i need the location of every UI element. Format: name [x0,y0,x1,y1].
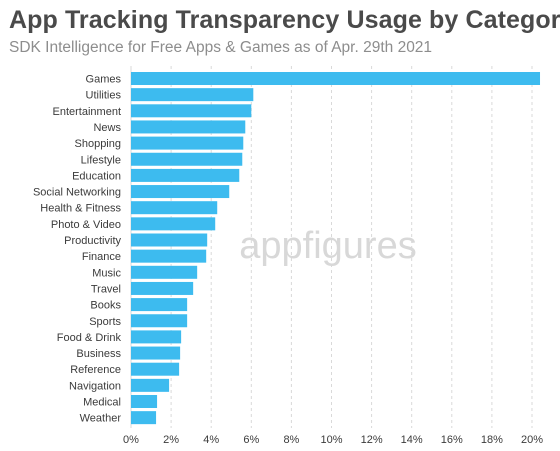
bar [131,411,157,425]
bar [131,314,188,328]
x-tick-label: 4% [203,434,219,446]
category-label: Travel [91,283,121,295]
bar [131,152,243,166]
category-label: Business [76,348,121,360]
x-axis-tick-labels: 0% 2% 4% 6% 8% 10% 12% 14% 16% 18% 20% [123,434,543,446]
x-tick-label: 2% [163,434,179,446]
bar [131,249,207,263]
x-tick-label: 10% [320,434,342,446]
x-tick-label: 16% [441,434,463,446]
bar [131,72,541,85]
bar [131,185,230,199]
bar [131,378,170,392]
watermark: appfigures [239,225,416,267]
bar [131,330,182,344]
bar [131,120,246,134]
category-label: Shopping [75,138,122,150]
x-tick-label: 20% [521,434,543,446]
category-label: Navigation [69,380,121,392]
bar [131,233,208,247]
category-label: Books [90,300,121,312]
bar [131,298,188,312]
bar [131,362,180,376]
bar [131,395,158,408]
bar [131,201,218,215]
category-label: Health & Fitness [40,203,121,215]
category-label: Productivity [64,235,121,247]
bar [131,168,240,182]
x-tick-label: 0% [123,434,139,446]
bar [131,217,216,231]
category-label: Music [92,267,121,279]
category-label: Utilities [86,90,122,102]
bar [131,281,194,295]
category-label: Food & Drink [57,332,122,344]
chart-subtitle: SDK Intelligence for Free Apps & Games a… [9,39,433,56]
x-tick-label: 12% [361,434,383,446]
category-label: Sports [89,316,121,328]
bars [131,72,541,425]
category-label: News [93,122,121,134]
bar [131,346,181,360]
category-label: Social Networking [33,187,121,199]
category-label: Finance [82,251,121,263]
bar [131,265,198,279]
category-label: Weather [80,413,122,425]
category-label: Lifestyle [81,154,121,166]
category-label: Photo & Video [51,219,121,231]
bar [131,136,244,150]
bar [131,88,254,102]
category-label: Medical [83,397,121,409]
category-label: Entertainment [53,106,121,118]
chart-title: App Tracking Transparency Usage by Categ… [9,6,560,34]
category-label: Education [72,170,121,182]
category-label: Games [86,74,122,86]
x-tick-label: 14% [401,434,423,446]
category-labels: Games Utilities Entertainment News Shopping L… [33,74,122,425]
x-tick-label: 8% [283,434,299,446]
x-tick-label: 6% [243,434,259,446]
bar [131,104,252,118]
category-label: Reference [70,364,121,376]
x-tick-label: 18% [481,434,503,446]
